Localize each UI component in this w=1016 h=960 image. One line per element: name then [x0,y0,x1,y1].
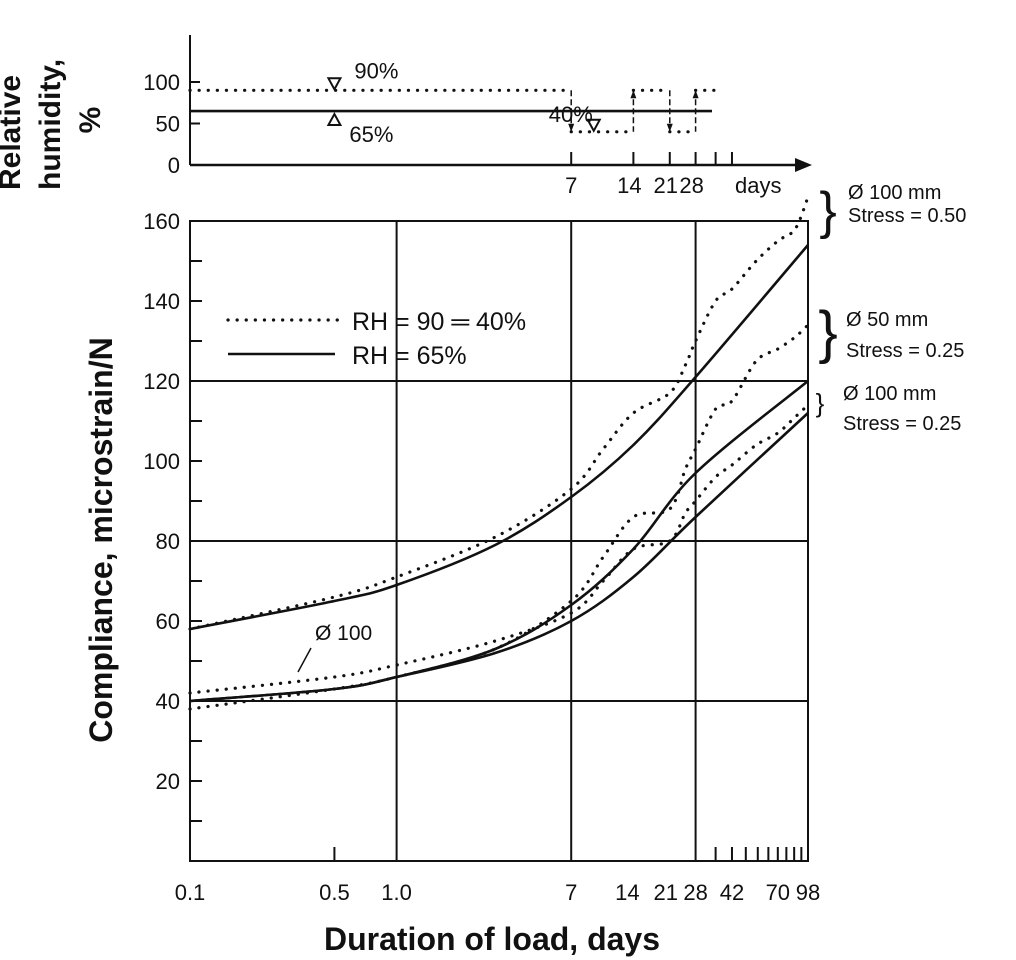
brace-icon: } [818,300,837,365]
triangle-up-marker-icon [326,111,343,127]
xtick-label: 28 [683,880,707,905]
triangle-down-marker-icon [326,77,343,92]
xtick-label: 0.5 [319,880,350,905]
rh-ytick-label: 0 [168,153,180,178]
rh-xtick-label: 28 [679,173,703,198]
xtick-label: 42 [720,880,744,905]
annotation-leader-line [297,647,312,673]
rh-arrow-head-icon [630,90,637,99]
group-label-stress: Stress = 0.50 [848,205,966,227]
xtick-label: 70 [766,880,790,905]
group-label-stress: Stress = 0.25 [846,340,964,362]
diameter-annotation: Ø 100 [315,622,372,645]
ytick-label: 160 [143,209,180,234]
rh-arrow-head-icon [666,123,673,132]
rh-ytick-label: 50 [156,112,180,137]
ytick-label: 40 [156,689,180,714]
ytick-label: 80 [156,529,180,554]
main-ylabel: Compliance, microstrain/N [83,337,119,742]
rh-xtick-label: 7 [565,173,577,198]
legend-label: RH = 65% [352,342,467,370]
legend: RH = 90 ═ 40% RH = 65% [226,308,526,370]
group-label-diameter: Ø 50 mm [846,309,928,331]
brace-icon: } [819,182,836,240]
xtick-label: 7 [565,880,577,905]
legend-label: RH = 90 ═ 40% [352,308,526,336]
rh-x-axis-arrow [795,158,812,172]
rh-annotation: 90% [354,58,398,83]
group-label-diameter: Ø 100 mm [848,182,941,204]
xtick-label: 0.1 [175,880,206,905]
ytick-label: 120 [143,369,180,394]
rh-ylabel: Relative humidity, % [0,59,107,190]
xtick-label: 14 [615,880,639,905]
rh-ylabel-line1: Relative [0,75,27,190]
rh-ylabel-line2: humidity, [34,59,67,190]
rh-ytick-label: 100 [143,70,180,95]
rh-ylabel-line3: % [74,107,107,134]
rh-panel: 0 50 100 7 14 21 28 90% 65% 40% [143,35,812,198]
rh-arrow-head-icon [692,90,699,99]
curve-group3-solid [189,412,809,703]
group-label-diameter: Ø 100 mm [843,383,936,405]
curve-group1-solid [189,244,809,631]
rh-xtick-label: 14 [617,173,641,198]
top-x-unit-label: days [735,173,781,198]
rh-annotation: 65% [349,122,393,147]
rh-xtick-label: 21 [654,173,678,198]
brace-icon: } [816,388,825,418]
ytick-label: 60 [156,609,180,634]
curve-group2-dotted [188,323,810,711]
rh-arrow-head-icon [568,123,575,132]
ytick-label: 20 [156,769,180,794]
triangle-down-marker-icon [586,118,602,133]
curve-group3-dotted [188,403,810,695]
main-xlabel: Duration of load, days [324,921,660,957]
ytick-label: 100 [143,449,180,474]
curve-group1-dotted [188,195,810,631]
group-label-stress: Stress = 0.25 [843,413,961,435]
xtick-label: 1.0 [381,880,412,905]
rh-annotation: 40% [549,102,593,127]
compliance-panel: 20 40 60 80 100 120 140 160 0.1 0.5 1.0 7 14 21 28 42 70… [143,195,820,905]
ytick-label: 140 [143,289,180,314]
xtick-label: 21 [654,880,678,905]
xtick-label: 98 [796,880,820,905]
